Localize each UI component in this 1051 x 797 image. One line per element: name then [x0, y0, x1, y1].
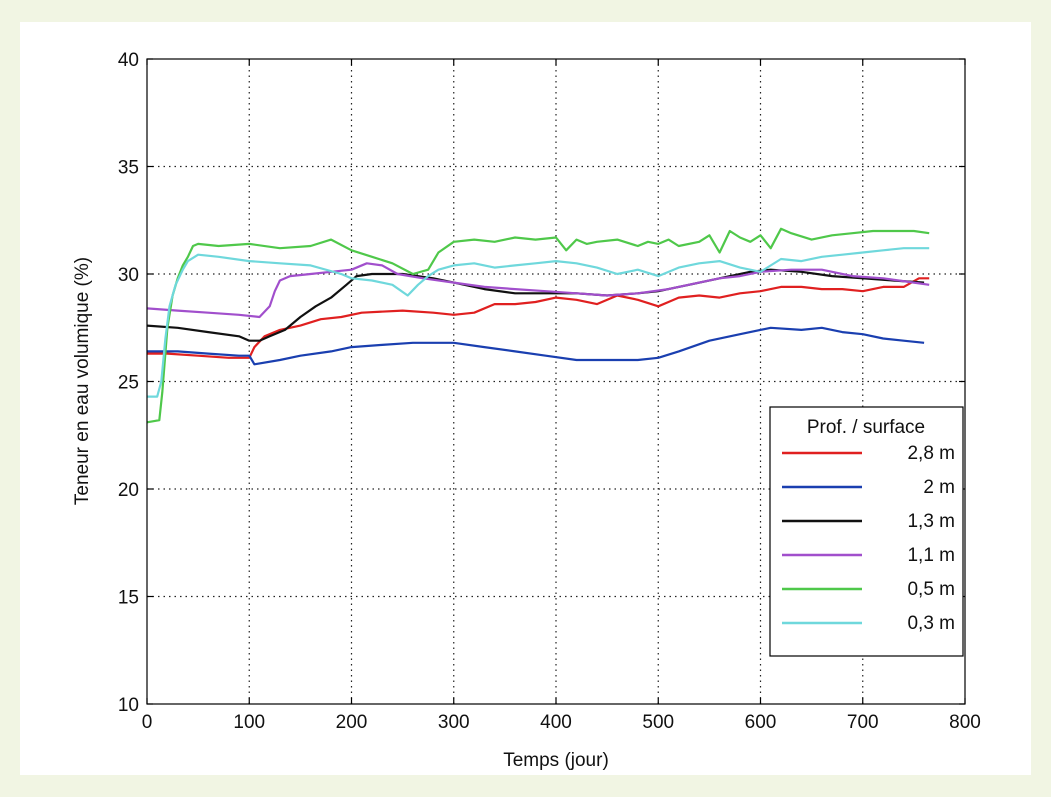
legend-title: Prof. / surface — [807, 417, 925, 438]
x-tick-label: 300 — [438, 712, 470, 733]
y-tick-label: 35 — [118, 158, 139, 179]
x-tick-label: 200 — [336, 712, 368, 733]
legend-label: 2,8 m — [907, 443, 955, 464]
x-tick-label: 600 — [745, 712, 777, 733]
x-tick-label: 500 — [642, 712, 674, 733]
line-chart: 0 100 200 300 400 500 600 700 80010152025303540 … — [20, 22, 1031, 775]
figure-frame: 0 100 200 300 400 500 600 700 800 10 15 20 25 30 35 40 … — [20, 22, 1031, 775]
x-tick-label: 700 — [847, 712, 879, 733]
legend-label: 1,3 m — [907, 511, 955, 532]
legend-label: 1,1 m — [907, 545, 955, 566]
legend-label: 2 m — [923, 477, 955, 498]
x-tick-label: 400 — [540, 712, 572, 733]
x-axis-title: Temps (jour) — [503, 750, 609, 771]
y-tick-label: 25 — [118, 373, 139, 394]
y-tick-label: 15 — [118, 588, 139, 609]
y-tick-label: 40 — [118, 50, 139, 71]
legend: Prof. / surface 2,8 m 2 m 1,3 m 1,1 m 0,5 m 0… — [770, 407, 963, 656]
x-tick-label: 800 — [949, 712, 981, 733]
y-tick-label: 10 — [118, 695, 139, 716]
y-axis-title: Teneur en eau volumique (%) — [72, 257, 93, 505]
legend-label: 0,5 m — [907, 579, 955, 600]
y-tick-label: 20 — [118, 480, 139, 501]
legend-label: 0,3 m — [907, 613, 955, 634]
y-tick-label: 30 — [118, 265, 139, 286]
x-tick-label: 100 — [233, 712, 265, 733]
x-tick-label: 0 — [142, 712, 153, 733]
